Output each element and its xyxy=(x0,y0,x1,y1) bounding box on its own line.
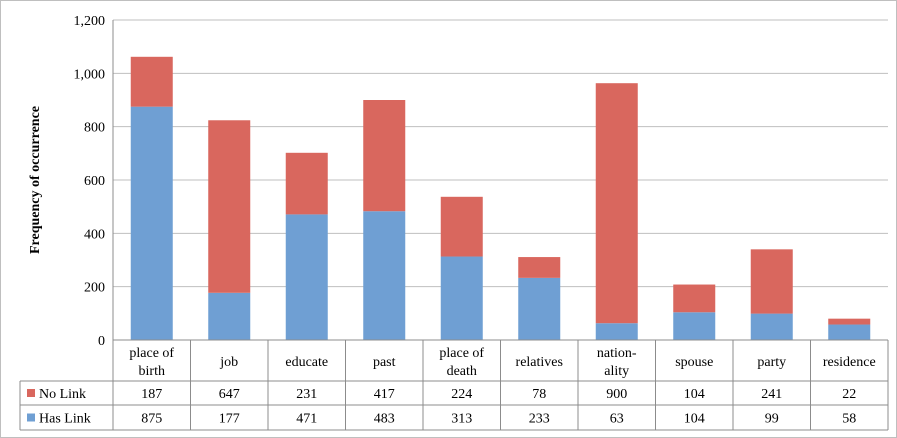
bar-no-link xyxy=(130,56,173,107)
bar-has-link xyxy=(673,312,716,340)
category-label: ality xyxy=(604,364,629,379)
bar-has-link xyxy=(363,211,406,340)
category-label: educate xyxy=(285,355,328,370)
category-label: spouse xyxy=(675,355,713,370)
table-cell: 233 xyxy=(529,412,550,427)
category-label: place of xyxy=(129,346,174,361)
table-cell: 875 xyxy=(141,412,162,427)
table-cell: 241 xyxy=(761,387,782,402)
y-tick-label: 800 xyxy=(84,121,105,136)
table-cell: 78 xyxy=(532,387,546,402)
category-label: nation- xyxy=(597,346,637,361)
legend-key-has-link xyxy=(27,413,35,422)
category-label: place of xyxy=(439,346,484,361)
bar-has-link xyxy=(208,292,251,340)
category-label: past xyxy=(373,355,396,370)
category-label: party xyxy=(757,355,786,370)
y-tick-label: 600 xyxy=(84,174,105,189)
bar-no-link xyxy=(518,257,561,278)
table-cell: 104 xyxy=(684,412,705,427)
bar-no-link xyxy=(363,100,406,212)
table-cell: 63 xyxy=(610,412,624,427)
bar-no-link xyxy=(828,318,871,325)
y-axis-title: Frequency of occurrence xyxy=(28,106,43,254)
bar-has-link xyxy=(130,106,173,341)
table-cell: 417 xyxy=(374,387,395,402)
y-tick-label: 0 xyxy=(98,334,105,349)
legend-label: No Link xyxy=(39,387,86,402)
bar-no-link xyxy=(750,249,793,314)
bar-no-link xyxy=(595,83,638,324)
bar-has-link xyxy=(518,277,561,340)
bar-has-link xyxy=(595,323,638,340)
table-cell: 483 xyxy=(374,412,395,427)
y-tick-label: 1,000 xyxy=(74,67,106,82)
bar-no-link xyxy=(440,196,483,257)
bar-no-link xyxy=(673,284,716,313)
legend-key-no-link xyxy=(27,389,35,397)
table-cell: 22 xyxy=(842,387,856,402)
legend-label: Has Link xyxy=(39,412,91,427)
table-cell: 99 xyxy=(765,412,779,427)
category-label: job xyxy=(219,355,238,370)
table-cell: 58 xyxy=(842,412,856,427)
bar-no-link xyxy=(208,120,251,293)
table-cell: 231 xyxy=(296,387,317,402)
table-cell: 177 xyxy=(219,412,240,427)
y-tick-label: 200 xyxy=(84,281,105,296)
table-cell: 224 xyxy=(451,387,472,402)
table-cell: 313 xyxy=(451,412,472,427)
bar-has-link xyxy=(285,214,328,340)
bar-has-link xyxy=(828,324,871,340)
table-cell: 187 xyxy=(141,387,162,402)
category-label: relatives xyxy=(516,355,563,370)
y-tick-label: 1,200 xyxy=(74,14,106,29)
category-label: birth xyxy=(139,364,165,379)
table-cell: 647 xyxy=(219,387,240,402)
table-cell: 900 xyxy=(606,387,627,402)
table-cell: 471 xyxy=(296,412,317,427)
bar-has-link xyxy=(750,313,793,340)
y-tick-label: 400 xyxy=(84,227,105,242)
category-label: death xyxy=(447,364,477,379)
bar-has-link xyxy=(440,256,483,340)
bar-no-link xyxy=(285,152,328,215)
category-label: residence xyxy=(823,355,876,370)
table-cell: 104 xyxy=(684,387,705,402)
